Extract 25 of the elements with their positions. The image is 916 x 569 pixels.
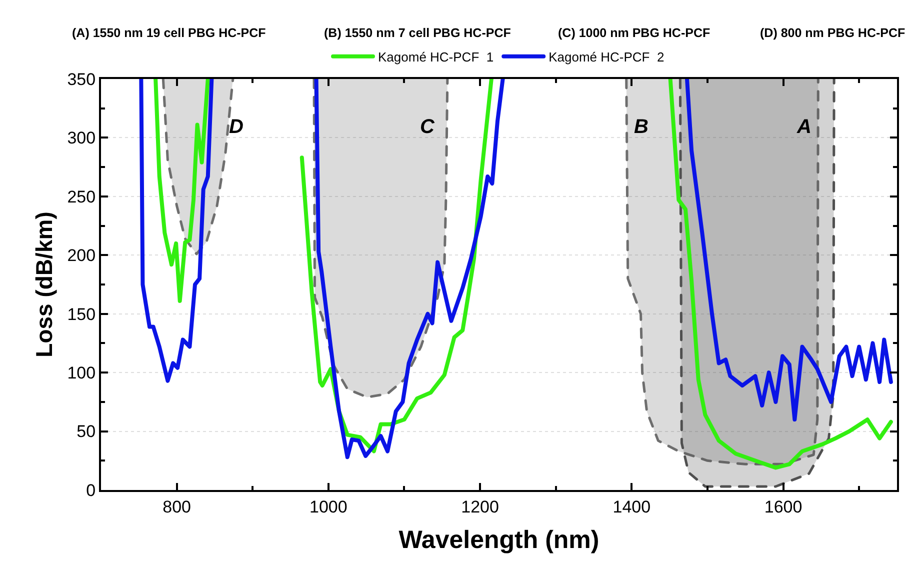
y-axis-title: Loss (dB/km) xyxy=(31,212,58,358)
x-tick-label: 1600 xyxy=(764,497,802,516)
legend-label: Kagomé HC-PCF 2 xyxy=(548,49,664,64)
legend-label: Kagomé HC-PCF 1 xyxy=(378,49,494,64)
annotation: A xyxy=(796,116,812,138)
y-tick-label: 150 xyxy=(67,304,96,324)
text: (A) 1550 nm 19 cell PBG HC-PCF xyxy=(72,26,266,40)
x-tick-label: 1000 xyxy=(310,497,348,516)
x-tick-label: 1400 xyxy=(612,497,651,516)
x-axis-title: Wavelength (nm) xyxy=(398,526,600,554)
text: (B) 1550 nm 7 cell PBG HC-PCF xyxy=(324,26,512,40)
y-tick-label: 0 xyxy=(86,480,96,500)
y-tick-label: 350 xyxy=(67,70,96,89)
annotation: C xyxy=(420,116,435,138)
annotation: D xyxy=(229,116,244,138)
y-tick-label: 50 xyxy=(76,422,96,442)
y-tick-label: 250 xyxy=(67,187,96,206)
text: (D) 800 nm PBG HC-PCF xyxy=(760,26,906,40)
y-tick-label: 300 xyxy=(67,128,96,148)
x-tick-label: 800 xyxy=(162,497,191,516)
text: (C) 1000 nm PBG HC-PCF xyxy=(558,26,710,40)
x-tick-label: 1200 xyxy=(461,497,499,516)
y-tick-label: 200 xyxy=(67,246,96,266)
y-tick-label: 100 xyxy=(67,364,96,383)
annotation: B xyxy=(634,116,648,138)
